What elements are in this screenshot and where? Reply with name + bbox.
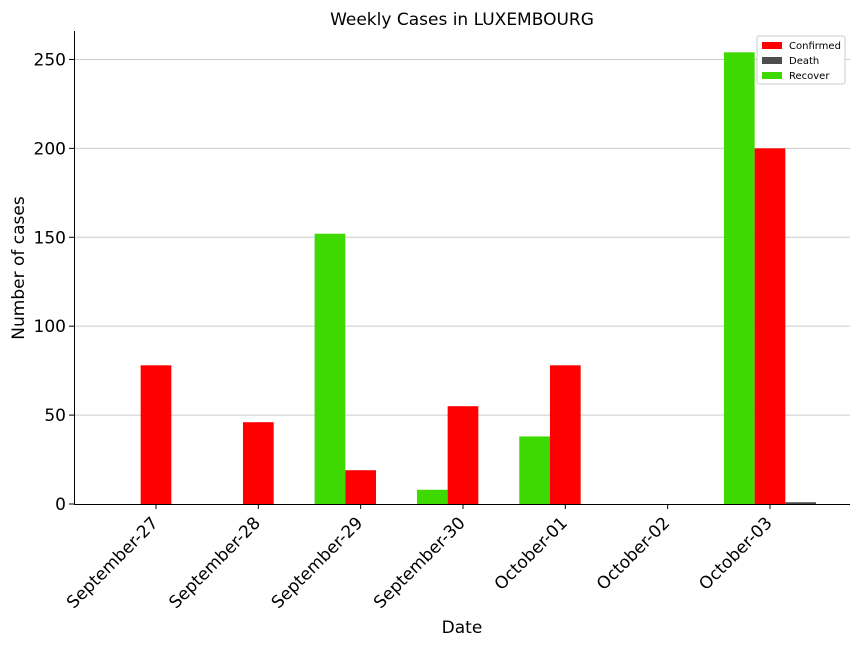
x-tick-label: October-03	[695, 513, 776, 594]
y-tick-label: 100	[34, 317, 66, 337]
legend-label-death: Death	[789, 56, 819, 67]
legend-swatch-confirmed	[762, 42, 782, 49]
y-ticks: 0 50 100 150 200 250	[34, 50, 74, 515]
x-tick-label: September-28	[165, 513, 264, 612]
bars-group	[140, 52, 817, 504]
y-axis-label: Number of cases	[9, 196, 29, 340]
y-tick-label: 0	[55, 495, 66, 515]
y-tick-label: 50	[44, 406, 66, 426]
x-ticks: September-27 September-28 September-29 Sept…	[63, 504, 777, 613]
bar-confirmed	[345, 470, 377, 504]
bar-confirmed	[242, 422, 274, 504]
grid-lines	[74, 58, 850, 416]
legend: Confirmed Death Recover	[756, 35, 846, 85]
bar-confirmed	[549, 365, 581, 504]
y-tick-label: 150	[34, 228, 66, 248]
legend-swatch-recover	[762, 72, 782, 79]
bar-recover	[519, 436, 550, 504]
legend-swatch-death	[762, 57, 782, 64]
bar-death	[785, 502, 817, 504]
bar-recover	[416, 489, 448, 504]
y-tick-label: 200	[34, 139, 66, 159]
y-tick-label: 250	[34, 50, 66, 70]
x-tick-label: September-29	[268, 513, 367, 612]
bar-confirmed	[447, 406, 479, 504]
axes	[74, 31, 850, 505]
bar-confirmed	[140, 365, 172, 504]
x-tick-label: October-02	[593, 513, 674, 594]
legend-label-confirmed: Confirmed	[789, 41, 841, 52]
chart-title: Weekly Cases in LUXEMBOURG	[330, 10, 594, 30]
bar-recover	[314, 233, 346, 504]
x-tick-label: September-27	[63, 513, 162, 612]
x-axis-label: Date	[442, 618, 483, 638]
x-tick-label: September-30	[370, 513, 469, 612]
x-tick-label: October-01	[491, 513, 572, 594]
bar-confirmed	[754, 148, 786, 504]
bar-recover	[723, 52, 755, 504]
legend-label-recover: Recover	[789, 71, 830, 82]
